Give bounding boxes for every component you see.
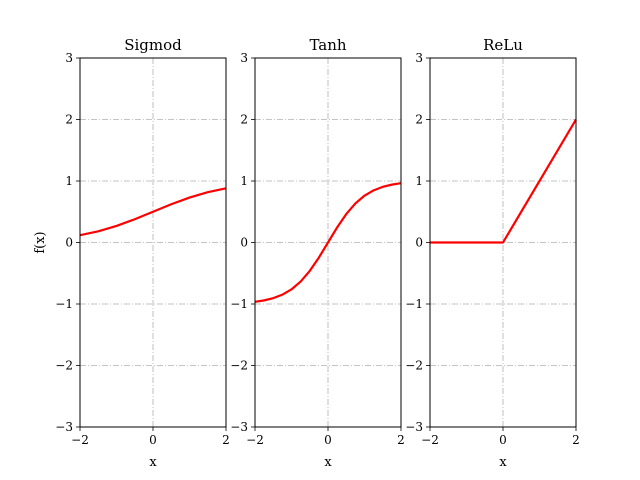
y-tick-label: −3	[405, 420, 423, 434]
y-tick-label: 1	[415, 174, 423, 188]
y-tick-label: 1	[65, 174, 73, 188]
y-axis-label: f(x)	[33, 231, 48, 253]
x-axis-label: x	[324, 455, 332, 470]
y-tick-label: −2	[405, 359, 423, 373]
x-tick-label: 0	[149, 433, 157, 447]
y-tick-label: 0	[415, 236, 423, 250]
y-tick-label: 3	[415, 51, 423, 65]
series-line	[79, 187, 227, 237]
y-tick-label: −3	[230, 420, 248, 434]
y-tick-label: 3	[240, 51, 248, 65]
y-tick-label: −1	[405, 297, 423, 311]
y-tick-label: −2	[230, 359, 248, 373]
y-tick-label: 0	[65, 236, 73, 250]
series-line	[430, 118, 577, 244]
x-tick-label: −2	[421, 433, 439, 447]
y-tick-label: 0	[240, 236, 248, 250]
x-tick-label: 0	[324, 433, 332, 447]
series-line	[254, 182, 402, 303]
y-tick-label: 3	[65, 51, 73, 65]
panel-title: Tanh	[309, 36, 346, 54]
x-tick-label: 2	[572, 433, 580, 447]
y-tick-label: −3	[55, 420, 73, 434]
y-tick-label: 2	[65, 113, 73, 127]
x-tick-label: 2	[222, 433, 230, 447]
x-axis-label: x	[499, 455, 507, 470]
x-tick-label: −2	[71, 433, 89, 447]
y-tick-label: 2	[240, 113, 248, 127]
y-tick-label: 2	[415, 113, 423, 127]
y-tick-label: −2	[55, 359, 73, 373]
x-axis-label: x	[149, 455, 157, 470]
x-tick-label: 2	[397, 433, 405, 447]
panel-title: Sigmod	[124, 36, 182, 54]
panel-title: ReLu	[483, 36, 523, 54]
x-tick-label: 0	[499, 433, 507, 447]
x-tick-label: −2	[246, 433, 264, 447]
y-tick-label: 1	[240, 174, 248, 188]
y-tick-label: −1	[55, 297, 73, 311]
y-tick-label: −1	[230, 297, 248, 311]
